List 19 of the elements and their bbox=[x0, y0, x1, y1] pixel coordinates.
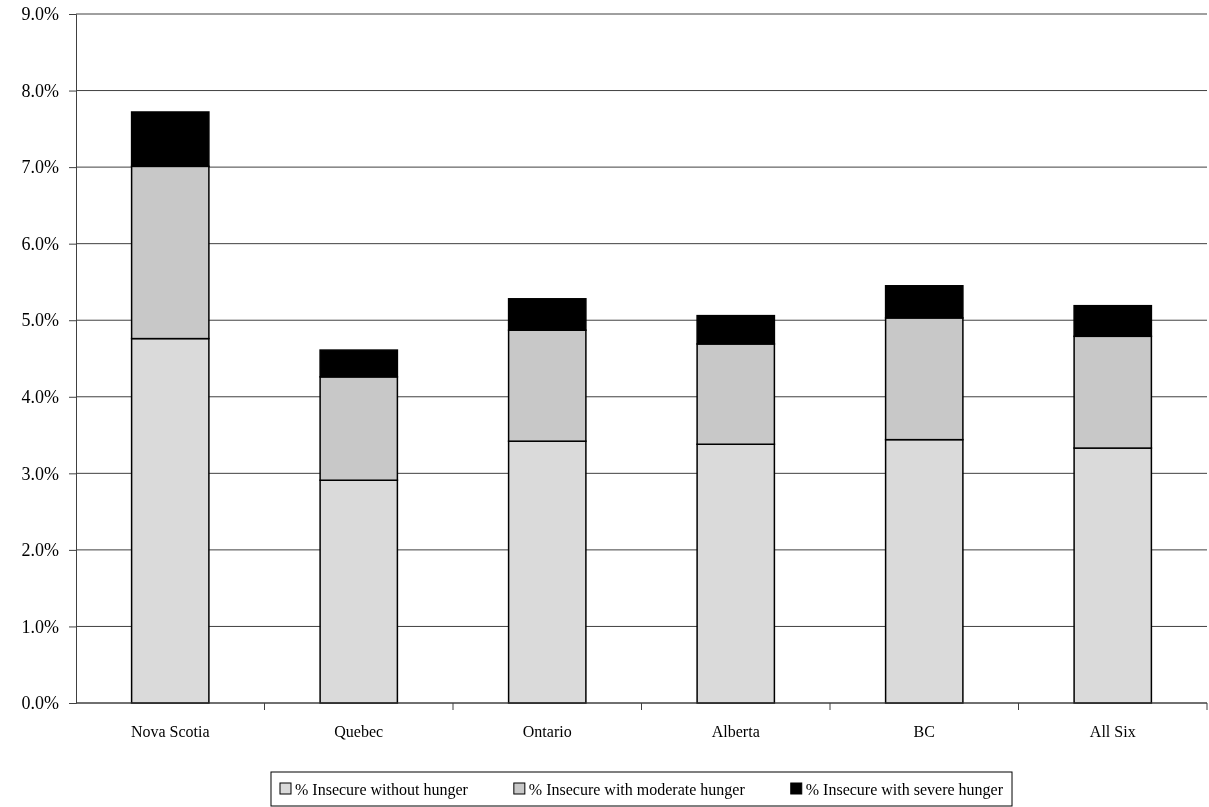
legend-label: % Insecure with severe hunger bbox=[805, 780, 1004, 799]
y-tick-label: 0.0% bbox=[21, 693, 59, 714]
y-tick-label: 3.0% bbox=[21, 463, 59, 484]
y-tick-label: 5.0% bbox=[21, 310, 59, 331]
y-tick-label: 6.0% bbox=[21, 233, 59, 254]
y-tick-label: 2.0% bbox=[21, 540, 59, 561]
x-tick-label: BC bbox=[913, 723, 935, 740]
x-tick-label: Nova Scotia bbox=[130, 723, 210, 740]
y-tick-label: 9.0% bbox=[21, 4, 59, 25]
x-tick-label: All Six bbox=[1089, 723, 1136, 740]
x-tick-label: Ontario bbox=[522, 723, 572, 740]
y-tick-label: 7.0% bbox=[21, 157, 59, 178]
x-tick-label: Quebec bbox=[334, 723, 384, 740]
legend-label: % Insecure without hunger bbox=[294, 780, 469, 799]
y-tick-label: 1.0% bbox=[21, 616, 59, 637]
x-tick-label: Alberta bbox=[711, 723, 760, 740]
legend-label: % Insecure with moderate hunger bbox=[528, 780, 746, 799]
y-tick-label: 8.0% bbox=[21, 80, 59, 101]
y-tick-label: 4.0% bbox=[21, 387, 59, 408]
